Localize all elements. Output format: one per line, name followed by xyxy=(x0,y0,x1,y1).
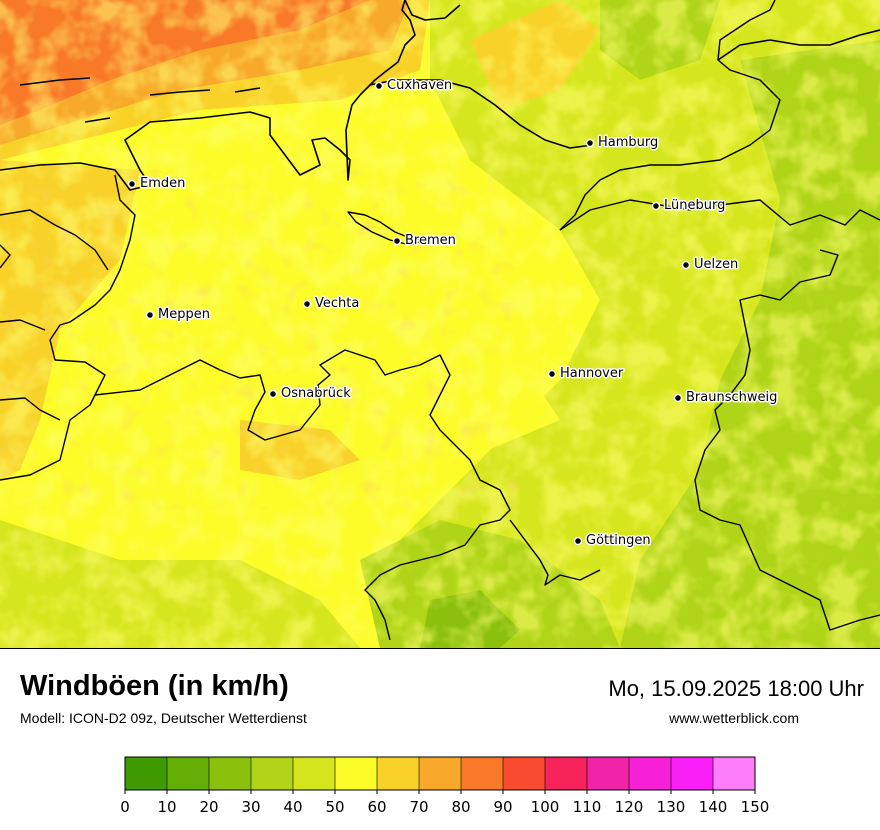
legend-swatch xyxy=(629,757,672,790)
city-hamburg: Hamburg xyxy=(585,134,660,152)
city-meppen: Meppen xyxy=(145,306,211,324)
legend-swatch xyxy=(167,757,210,790)
city-label: Lüneburg xyxy=(664,198,725,213)
legend-swatch xyxy=(335,757,378,790)
city-label: Emden xyxy=(140,176,185,191)
legend-tick-label: 10 xyxy=(157,798,176,816)
map-title: Windböen (in km/h) xyxy=(20,670,289,702)
city-braunschweig: Braunschweig xyxy=(673,389,779,407)
legend-tick-label: 40 xyxy=(283,798,302,816)
legend-swatch xyxy=(251,757,294,790)
city-vechta: Vechta xyxy=(302,295,361,313)
legend-swatch xyxy=(461,757,504,790)
city-dot xyxy=(145,310,155,320)
city-dot xyxy=(392,236,402,246)
city-goettingen: Göttingen xyxy=(573,532,652,550)
legend-swatch xyxy=(587,757,630,790)
city-label: Vechta xyxy=(315,296,359,311)
legend-tick-label: 100 xyxy=(531,798,560,816)
city-uelzen: Uelzen xyxy=(681,256,740,274)
legend-swatches xyxy=(125,757,756,790)
city-label: Braunschweig xyxy=(686,390,777,405)
city-label: Osnabrück xyxy=(281,386,351,401)
legend-swatch xyxy=(713,757,756,790)
state-borders xyxy=(0,0,880,641)
city-cuxhaven: Cuxhaven xyxy=(374,77,454,95)
city-hannover: Hannover xyxy=(547,365,625,383)
legend-tick-label: 90 xyxy=(493,798,512,816)
city-label: Hannover xyxy=(560,366,624,381)
legend-tick-label: 50 xyxy=(325,798,344,816)
legend-tick-label: 30 xyxy=(241,798,260,816)
legend-tick-label: 150 xyxy=(741,798,770,816)
forecast-datetime: Mo, 15.09.2025 18:00 Uhr xyxy=(608,676,864,701)
legend-tick-label: 80 xyxy=(451,798,470,816)
city-dot xyxy=(651,201,661,211)
city-dot xyxy=(127,179,137,189)
legend-tick-label: 0 xyxy=(120,798,130,816)
city-bremen: Bremen xyxy=(392,232,457,250)
city-dot xyxy=(573,536,583,546)
city-emden: Emden xyxy=(127,175,187,193)
legend-swatch xyxy=(671,757,714,790)
city-dot xyxy=(673,393,683,403)
city-dot xyxy=(585,138,595,148)
color-legend: 0 10 20 30 40 50 60 70 80 90 100 110 120 130 140 150 xyxy=(120,756,769,816)
legend-swatch xyxy=(293,757,336,790)
legend-tick-label: 120 xyxy=(615,798,644,816)
city-markers: Cuxhaven Hamburg Emden Lüneburg Bremen U… xyxy=(127,77,779,550)
legend-swatch xyxy=(503,757,546,790)
city-label: Uelzen xyxy=(694,257,738,272)
legend-tick-label: 20 xyxy=(199,798,218,816)
city-dot xyxy=(681,260,691,270)
legend-tick-label: 60 xyxy=(367,798,386,816)
city-label: Göttingen xyxy=(586,533,651,548)
legend-tick-label: 110 xyxy=(573,798,602,816)
wind-gust-map: Cuxhaven Hamburg Emden Lüneburg Bremen U… xyxy=(0,0,880,649)
coastline xyxy=(0,0,880,191)
city-label: Hamburg xyxy=(598,135,658,150)
city-dot xyxy=(268,389,278,399)
city-label: Cuxhaven xyxy=(387,78,452,93)
legend-tick-label: 70 xyxy=(409,798,428,816)
city-label: Meppen xyxy=(158,307,210,322)
city-dot xyxy=(374,81,384,91)
city-dot xyxy=(302,299,312,309)
legend-swatch xyxy=(545,757,588,790)
legend-swatch xyxy=(377,757,420,790)
legend-ticks: 0 10 20 30 40 50 60 70 80 90 100 110 120 130 140 150 xyxy=(120,757,769,816)
city-osnabrueck: Osnabrück xyxy=(268,385,353,403)
website-link[interactable]: www.wetterblick.com xyxy=(669,710,799,726)
legend-tick-label: 130 xyxy=(657,798,686,816)
legend-swatch xyxy=(125,757,168,790)
city-lueneburg: Lüneburg xyxy=(651,197,727,215)
model-source: Modell: ICON-D2 09z, Deutscher Wetterdie… xyxy=(20,710,307,726)
legend-frame xyxy=(124,756,756,791)
legend-swatch xyxy=(419,757,462,790)
city-dot xyxy=(547,369,557,379)
legend-tick-label: 140 xyxy=(699,798,728,816)
city-label: Bremen xyxy=(405,233,456,248)
legend-swatch xyxy=(209,757,252,790)
texture-orange xyxy=(0,170,520,510)
